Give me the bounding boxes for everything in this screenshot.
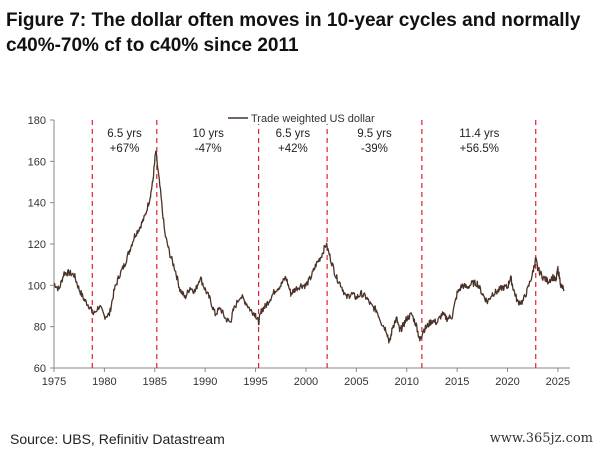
y-tick-label: 160 xyxy=(28,156,46,168)
annotation-duration: 11.4 yrs xyxy=(459,128,499,140)
annotation-change: +67% xyxy=(110,143,140,155)
chart-area: 60 80 100 120 140 160 180 1975 1980 1985 1990 1995… xyxy=(28,110,570,388)
cycle-lines xyxy=(91,120,537,368)
annotation-change: +42% xyxy=(278,143,308,155)
legend: Trade weighted US dollar xyxy=(226,110,394,125)
y-tick-label: 80 xyxy=(34,322,46,334)
annotation-duration: 6.5 yrs xyxy=(276,128,311,140)
x-tick-label: 2000 xyxy=(294,376,318,388)
y-tick-label: 140 xyxy=(28,198,46,210)
y-tick-label: 120 xyxy=(28,239,46,251)
x-tick-label: 2015 xyxy=(445,376,469,388)
y-tick-label: 100 xyxy=(28,280,46,292)
chart-title: Figure 7: The dollar often moves in 10-y… xyxy=(6,10,581,56)
x-tick-label: 1990 xyxy=(193,376,217,388)
x-tick-label: 1995 xyxy=(243,376,267,388)
annotation-change: -47% xyxy=(195,143,222,155)
annotation-duration: 9.5 yrs xyxy=(357,128,392,140)
legend-label: Trade weighted US dollar xyxy=(251,113,375,125)
x-tick-label: 1985 xyxy=(143,376,167,388)
x-tick-label: 1975 xyxy=(42,376,66,388)
x-tick-label: 2010 xyxy=(394,376,418,388)
watermark: www.365jz.com xyxy=(489,431,593,446)
source-note: Source: UBS, Refinitiv Datastream xyxy=(10,431,225,447)
x-tick-label: 2005 xyxy=(344,376,368,388)
x-axis: 1975 1980 1985 1990 1995 2000 2005 2010 2015 2020… xyxy=(42,367,570,388)
annotation-change: +56.5% xyxy=(460,143,499,155)
annotation-duration: 6.5 yrs xyxy=(107,128,142,140)
x-tick-label: 2025 xyxy=(546,376,570,388)
annotations: 6.5 yrs +67% 10 yrs -47% 6.5 yrs +42% 9.5 yrs -… xyxy=(107,128,499,155)
legend-background xyxy=(226,110,394,124)
x-tick-label: 1980 xyxy=(92,376,116,388)
y-axis: 60 80 100 120 140 160 180 xyxy=(28,115,55,375)
series-line-trade-weighted-usd xyxy=(53,150,565,344)
series-layer xyxy=(53,150,565,344)
x-tick-label: 2020 xyxy=(495,376,519,388)
annotation-change: -39% xyxy=(361,143,388,155)
annotation-duration: 10 yrs xyxy=(193,128,225,140)
y-tick-label: 180 xyxy=(28,115,46,127)
y-tick-label: 60 xyxy=(34,363,46,375)
